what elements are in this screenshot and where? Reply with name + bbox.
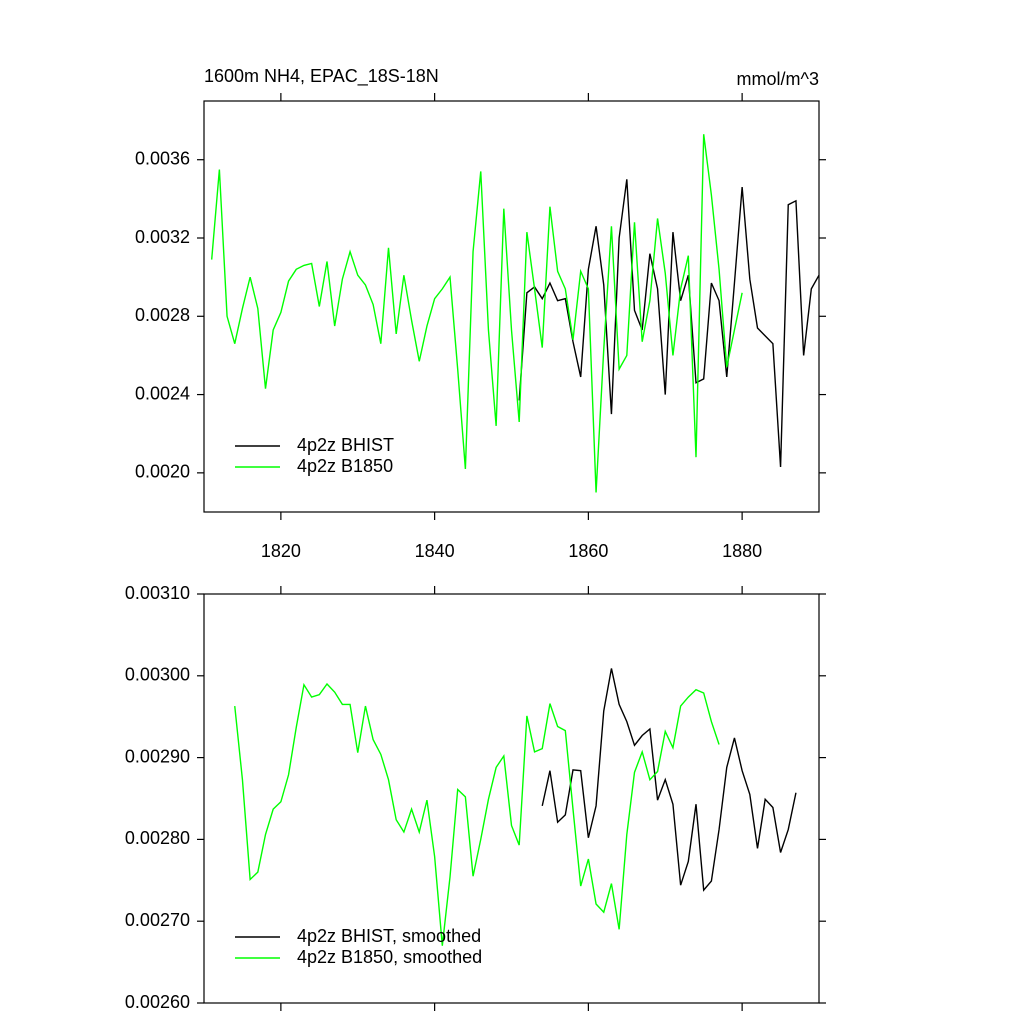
y-tick-label: 0.00270 (125, 910, 190, 930)
legend-label: 4p2z B1850 (297, 456, 393, 476)
x-tick-label: 1820 (261, 541, 301, 561)
chart-title: 1600m NH4, EPAC_18S-18N (204, 66, 439, 87)
y-tick-label: 0.00290 (125, 746, 190, 766)
y-tick-label: 0.00280 (125, 828, 190, 848)
series-line (210, 134, 743, 493)
x-tick-label: 1880 (722, 541, 762, 561)
y-tick-label: 0.0028 (135, 305, 190, 325)
legend-label: 4p2z B1850, smoothed (297, 947, 482, 967)
y-tick-label: 0.00260 (125, 992, 190, 1012)
y-tick-label: 0.0020 (135, 462, 190, 482)
y-tick-label: 0.0032 (135, 227, 190, 247)
legend-label: 4p2z BHIST (297, 435, 394, 455)
series-line (541, 668, 797, 892)
y-tick-label: 0.0024 (135, 383, 190, 403)
units-label: mmol/m^3 (737, 69, 819, 89)
y-tick-label: 0.00310 (125, 583, 190, 603)
series-line (518, 179, 820, 468)
plot-frame (203, 100, 820, 513)
y-tick-label: 0.0036 (135, 148, 190, 168)
x-tick-label: 1860 (568, 541, 608, 561)
series-line (234, 682, 720, 946)
plot-frame (203, 593, 820, 1004)
y-tick-label: 0.00300 (125, 665, 190, 685)
x-tick-label: 1840 (415, 541, 455, 561)
legend-label: 4p2z BHIST, smoothed (297, 926, 481, 946)
